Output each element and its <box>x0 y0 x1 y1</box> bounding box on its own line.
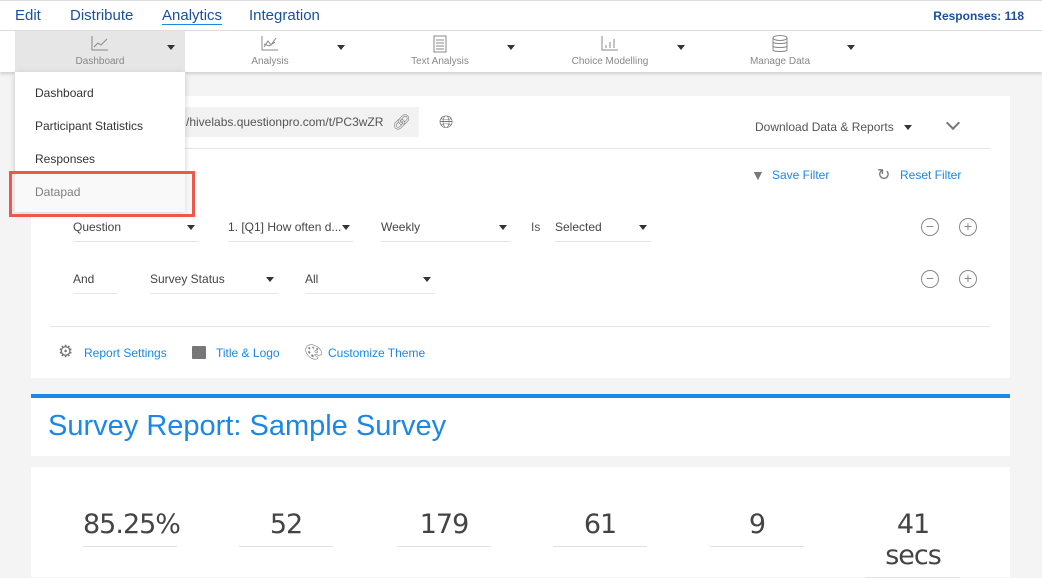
remove-filter-icon[interactable]: − <box>921 270 939 288</box>
gear-icon: ⚙︎ <box>58 342 74 361</box>
reset-filter-button[interactable]: Reset Filter <box>900 168 962 182</box>
tab-label: Text Analysis <box>411 56 469 67</box>
add-filter-icon[interactable]: + <box>959 270 977 288</box>
report-controls-card: /hivelabs.questionpro.com/t/PC3wZR 🔗︎ 🌐︎… <box>31 96 1010 378</box>
image-icon <box>192 346 206 359</box>
analytics-toolbar: Dashboard Analysis Text Analysis Choice … <box>0 31 1042 72</box>
answer-select[interactable]: Weekly <box>381 220 511 242</box>
operator-label: Is <box>531 220 541 234</box>
filter-type-select[interactable]: Question <box>73 220 199 242</box>
download-reports-dropdown[interactable]: Download Data & Reports <box>755 120 894 134</box>
caret-down-icon <box>507 45 515 50</box>
bar-chart-icon <box>601 36 618 51</box>
tab-dashboard[interactable]: Dashboard <box>15 31 185 72</box>
conjunction-select[interactable]: And <box>73 272 117 294</box>
caret-down-icon <box>167 45 175 50</box>
state-select[interactable]: Selected <box>555 220 651 242</box>
caret-down-icon <box>423 277 431 282</box>
caret-down-icon <box>847 45 855 50</box>
reset-icon: ↻ <box>877 167 891 184</box>
divider <box>50 148 990 149</box>
stat-started: 61 <box>553 509 647 547</box>
analysis-chart-icon <box>261 36 278 51</box>
stat-average-time: 41 secs <box>866 509 960 578</box>
tab-analysis[interactable]: Analysis <box>185 31 355 72</box>
select-value: 1. [Q1] How often d... <box>228 220 342 234</box>
tab-manage-data[interactable]: Manage Data <box>695 31 865 72</box>
report-settings-link[interactable]: Report Settings <box>84 346 167 360</box>
stat-completion-rate: 85.25% <box>83 509 181 547</box>
link-icon[interactable]: 🔗︎ <box>391 114 411 131</box>
survey-status-select[interactable]: Survey Status <box>150 272 278 294</box>
select-value: All <box>305 272 319 286</box>
stat-completed: 52 <box>239 509 333 547</box>
caret-down-icon <box>266 277 274 282</box>
menu-item-participant-statistics[interactable]: Participant Statistics <box>35 119 144 133</box>
question-select[interactable]: 1. [Q1] How often d... <box>228 220 354 242</box>
document-icon <box>433 35 447 53</box>
globe-lock-icon[interactable]: 🌐︎ <box>439 112 454 132</box>
select-value: And <box>73 272 95 286</box>
title-logo-link[interactable]: Title & Logo <box>216 346 280 360</box>
status-value-select[interactable]: All <box>305 272 435 294</box>
caret-down-icon <box>342 225 350 230</box>
caret-down-icon <box>187 225 195 230</box>
tab-label: Choice Modelling <box>571 56 649 67</box>
stats-card: 85.25% 52 179 61 9 41 secs <box>31 467 1010 578</box>
select-value: Selected <box>555 220 602 234</box>
caret-down-icon <box>337 45 345 50</box>
survey-url: /hivelabs.questionpro.com/t/PC3wZR <box>186 115 384 129</box>
stat-viewed: 179 <box>397 509 491 547</box>
select-value: Survey Status <box>150 272 225 286</box>
palette-icon: 🎨︎ <box>304 344 324 361</box>
menu-item-responses[interactable]: Responses <box>35 152 96 166</box>
nav-analytics[interactable]: Analytics <box>162 7 223 24</box>
nav-distribute[interactable]: Distribute <box>70 7 134 24</box>
filter-icon: ▼ <box>751 167 765 183</box>
report-title: Survey Report: Sample Survey <box>48 410 447 442</box>
nav-edit[interactable]: Edit <box>15 7 41 24</box>
tab-label: Manage Data <box>749 56 811 67</box>
report-title-bar: Survey Report: Sample Survey <box>31 394 1010 456</box>
database-icon <box>772 35 788 52</box>
top-nav: Edit Distribute Analytics Integration Re… <box>0 0 1042 31</box>
select-value: Weekly <box>381 220 421 234</box>
line-chart-icon <box>91 36 108 51</box>
select-value: Question <box>73 220 122 234</box>
caret-down-icon <box>677 45 685 50</box>
stat-dropouts: 9 <box>710 509 804 547</box>
nav-integration[interactable]: Integration <box>249 7 320 24</box>
caret-down-icon <box>904 125 912 130</box>
caret-down-icon <box>499 225 507 230</box>
tab-choice-modelling[interactable]: Choice Modelling <box>525 31 695 72</box>
save-filter-button[interactable]: Save Filter <box>772 168 830 182</box>
dashboard-dropdown-menu: Dashboard Participant Statistics Respons… <box>15 72 185 212</box>
caret-down-icon <box>639 225 647 230</box>
menu-item-datapad[interactable]: Datapad <box>35 185 81 199</box>
tab-label: Analysis <box>251 56 289 67</box>
tab-text-analysis[interactable]: Text Analysis <box>355 31 525 72</box>
tab-label: Dashboard <box>75 56 125 67</box>
highlight-box <box>9 171 195 217</box>
customize-theme-link[interactable]: Customize Theme <box>328 346 426 360</box>
add-filter-icon[interactable]: + <box>959 218 977 236</box>
divider <box>50 326 990 327</box>
chevron-down-icon[interactable] <box>945 115 961 131</box>
survey-url-field[interactable]: /hivelabs.questionpro.com/t/PC3wZR 🔗︎ <box>171 107 419 137</box>
menu-item-dashboard[interactable]: Dashboard <box>35 86 94 100</box>
remove-filter-icon[interactable]: − <box>921 218 939 236</box>
responses-count: Responses: 118 <box>933 9 1024 23</box>
